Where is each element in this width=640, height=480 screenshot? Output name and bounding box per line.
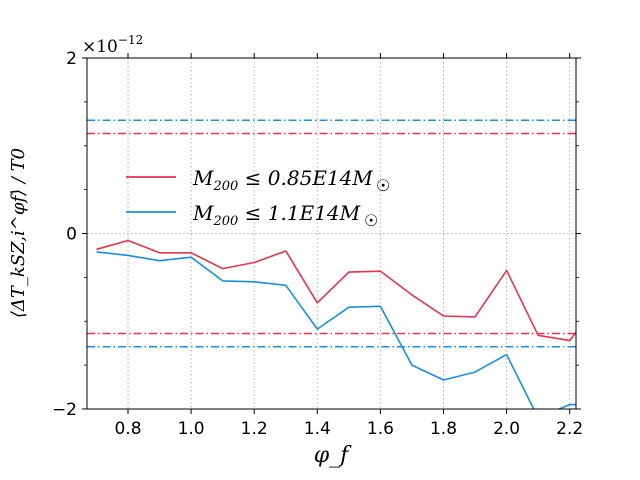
x-tick-label: 1.8 [430, 419, 457, 439]
series-lines [96, 239, 576, 409]
series-line-1 [96, 239, 576, 342]
legend-label-2: M200 ≤ 1.1E14M [192, 201, 361, 229]
y-multiplier-base: ×10 [82, 37, 118, 57]
y-tick-label: 2 [66, 49, 77, 69]
axis-ticks: 0.8 1.0 1.2 1.4 1.6 1.8 2.0 2.2 −2 0 2 [52, 49, 583, 439]
y-multiplier: ×10−12 [82, 33, 143, 57]
x-tick-label: 2.0 [493, 419, 520, 439]
y-multiplier-exponent: −12 [118, 33, 143, 47]
x-axis-label: φ_f [314, 443, 352, 468]
x-tick-label: 1.4 [304, 419, 331, 439]
series-bands [87, 119, 576, 348]
sun-symbol-2: ☉ [364, 211, 378, 230]
series-line-2 [96, 251, 576, 409]
y-axis-label: ⟨ΔT_kSZ,i^φf⟩ / T0 [8, 148, 29, 318]
legend-label-1: M200 ≤ 0.85E14M [192, 166, 373, 194]
y-tick-label: 0 [66, 225, 77, 245]
x-tick-label: 1.6 [367, 419, 394, 439]
x-tick-label: 0.8 [114, 419, 141, 439]
x-tick-label: 2.2 [556, 419, 583, 439]
y-tick-label: −2 [52, 400, 77, 420]
sun-symbol-1: ☉ [376, 176, 390, 195]
x-tick-label: 1.0 [178, 419, 205, 439]
legend: M200 ≤ 0.85E14M ☉ M200 ≤ 1.1E14M ☉ [126, 166, 390, 230]
x-tick-label: 1.2 [241, 419, 268, 439]
